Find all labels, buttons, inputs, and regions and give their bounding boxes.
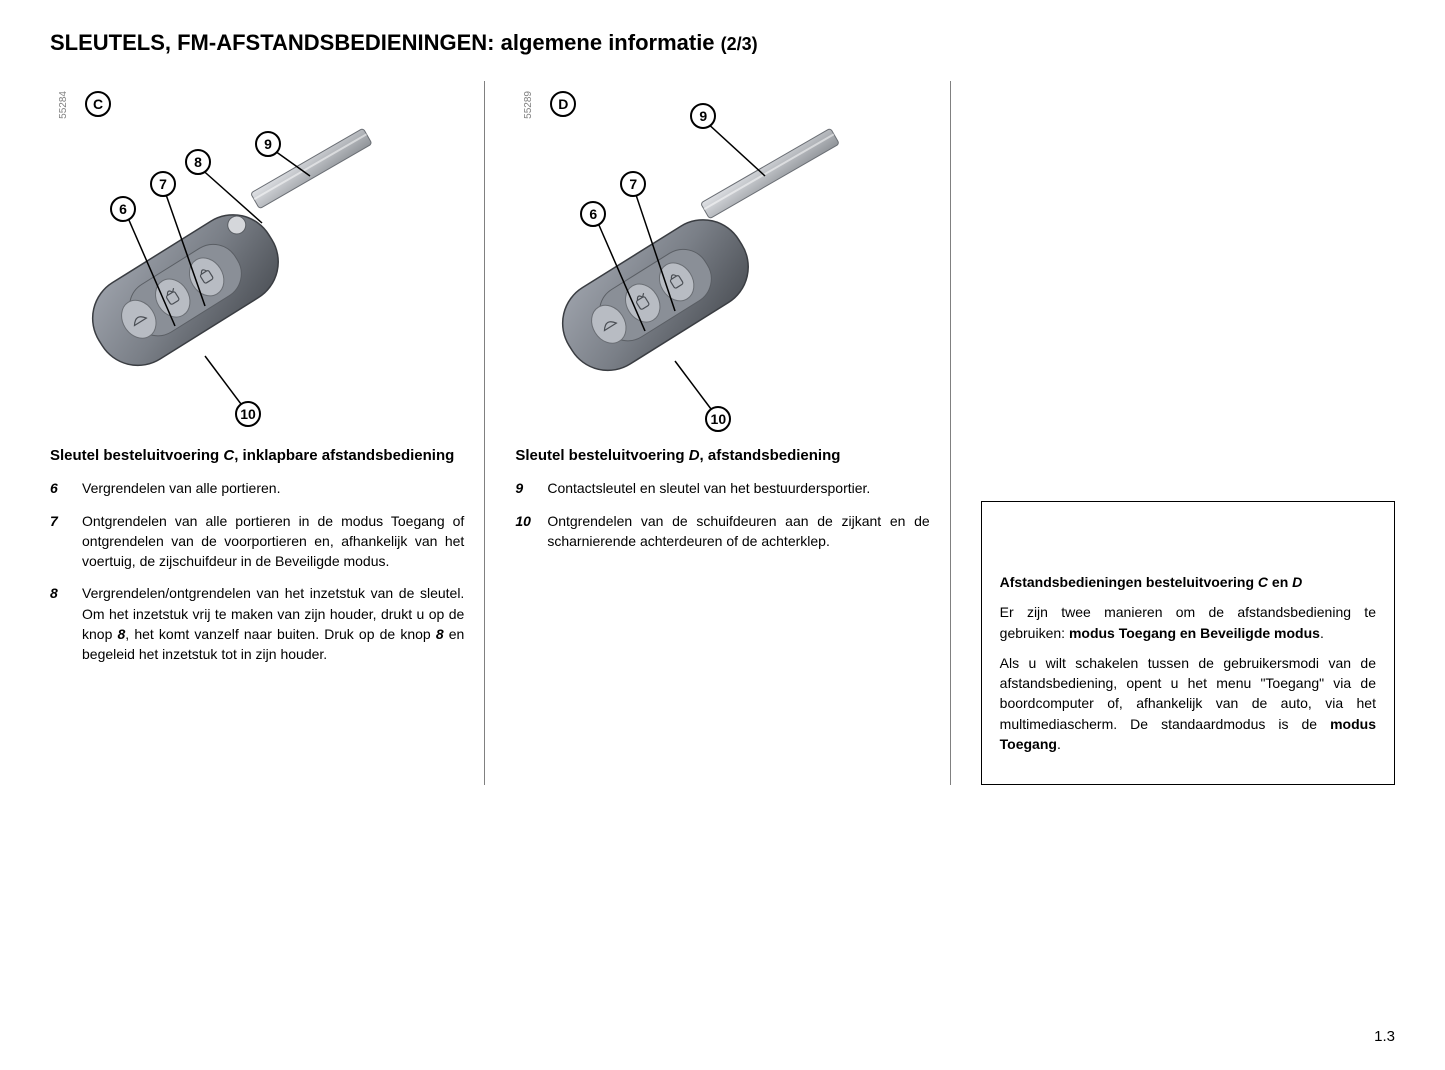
callout-9-c: 9 bbox=[255, 131, 281, 157]
item-number: 8 bbox=[50, 583, 72, 664]
list-c: 6 Vergrendelen van alle portieren. 7 Ont… bbox=[50, 478, 464, 664]
list-item: 9 Contactsleutel en sleutel van het best… bbox=[515, 478, 929, 498]
page-number: 1.3 bbox=[1374, 1028, 1395, 1045]
callout-7-c: 7 bbox=[150, 171, 176, 197]
box-paragraph: Er zijn twee manieren om de afstandsbedi… bbox=[1000, 602, 1376, 643]
image-code-c: 55284 bbox=[58, 91, 69, 119]
item-text: Vergrendelen van alle portieren. bbox=[82, 478, 464, 498]
diagram-c: 55284 bbox=[50, 81, 410, 431]
callout-8-c: 8 bbox=[185, 149, 211, 175]
column-d: 55289 bbox=[515, 81, 950, 785]
callout-6-c: 6 bbox=[110, 196, 136, 222]
list-d: 9 Contactsleutel en sleutel van het best… bbox=[515, 478, 929, 551]
list-item: 6 Vergrendelen van alle portieren. bbox=[50, 478, 464, 498]
subheading-d: Sleutel besteluitvoering D, afstandsbedi… bbox=[515, 446, 929, 466]
box-paragraph: Als u wilt schakelen tussen de gebruiker… bbox=[1000, 653, 1376, 754]
title-main: SLEUTELS, FM-AFSTANDSBEDIENINGEN: algeme… bbox=[50, 30, 721, 55]
list-item: 7 Ontgrendelen van alle portieren in de … bbox=[50, 511, 464, 572]
item-number: 10 bbox=[515, 511, 537, 552]
image-code-d: 55289 bbox=[523, 91, 534, 119]
info-box: Afstandsbedieningen besteluitvoering C e… bbox=[981, 501, 1395, 785]
key-illustration-d bbox=[515, 81, 875, 431]
columns: 55284 bbox=[50, 81, 1395, 785]
page-title: SLEUTELS, FM-AFSTANDSBEDIENINGEN: algeme… bbox=[50, 30, 1395, 56]
column-c: 55284 bbox=[50, 81, 485, 785]
list-item: 10 Ontgrendelen van de schuifdeuren aan … bbox=[515, 511, 929, 552]
item-text: Ontgrendelen van alle portieren in de mo… bbox=[82, 511, 464, 572]
list-item: 8 Vergrendelen/ontgrendelen van het inze… bbox=[50, 583, 464, 664]
item-text: Vergrendelen/ontgrendelen van het inzets… bbox=[82, 583, 464, 664]
diagram-letter-c: C bbox=[85, 91, 111, 117]
item-number: 7 bbox=[50, 511, 72, 572]
column-info: Afstandsbedieningen besteluitvoering C e… bbox=[981, 81, 1395, 785]
item-number: 6 bbox=[50, 478, 72, 498]
title-suffix: (2/3) bbox=[721, 34, 758, 54]
item-text: Contactsleutel en sleutel van het bestuu… bbox=[547, 478, 929, 498]
item-number: 9 bbox=[515, 478, 537, 498]
item-text: Ontgrendelen van de schuifdeuren aan de … bbox=[547, 511, 929, 552]
key-illustration-c bbox=[50, 81, 410, 431]
subheading-c: Sleutel besteluitvoering C, inklapbare a… bbox=[50, 446, 464, 466]
box-title: Afstandsbedieningen besteluitvoering C e… bbox=[1000, 572, 1376, 592]
callout-10-c: 10 bbox=[235, 401, 261, 427]
diagram-d: 55289 bbox=[515, 81, 875, 431]
